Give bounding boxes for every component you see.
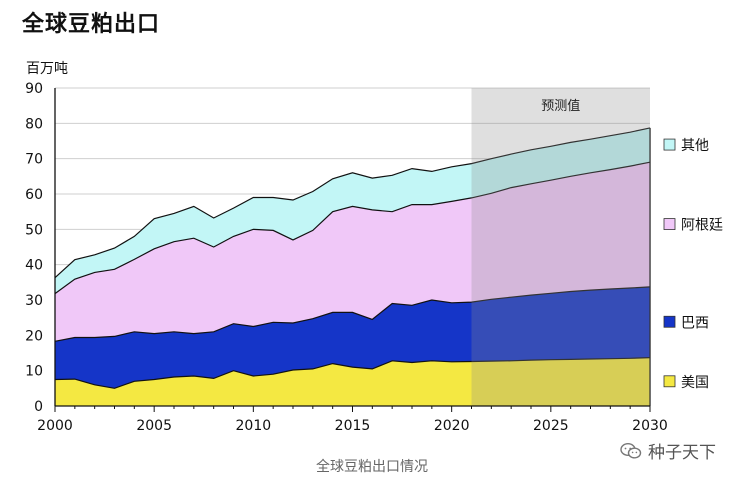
legend-label-其他: 其他 — [681, 138, 709, 154]
x-tick-label-2030: 2030 — [632, 418, 668, 434]
y-tick-label-90: 90 — [25, 81, 43, 97]
series-areas — [54, 127, 651, 406]
x-tick-label-2015: 2015 — [335, 418, 371, 434]
legend-label-美国: 美国 — [681, 375, 709, 391]
x-tick-label-2010: 2010 — [236, 418, 272, 434]
y-tick-label-10: 10 — [25, 364, 43, 380]
watermark-text: 种子天下 — [648, 443, 716, 463]
y-tick-label-70: 70 — [25, 152, 43, 168]
legend-swatch-其他 — [663, 138, 676, 151]
area-其他 — [55, 127, 650, 294]
area-阿根廷 — [55, 162, 650, 342]
x-tick-label-2005: 2005 — [136, 418, 172, 434]
y-tick-label-50: 50 — [25, 222, 43, 238]
y-tick-label-0: 0 — [34, 399, 43, 415]
figure-caption: 全球豆粕出口情况 — [316, 459, 428, 475]
series-line-阿根廷 — [54, 161, 651, 295]
y-tick-label-20: 20 — [25, 328, 43, 344]
y-tick-label-30: 30 — [25, 293, 43, 309]
projection-band: 预测值 — [471, 88, 650, 406]
x-tick-label-2025: 2025 — [533, 418, 569, 434]
area-美国 — [55, 357, 650, 406]
area-巴西 — [55, 286, 650, 389]
watermark: 种子天下 — [620, 438, 716, 463]
legend-swatch-巴西 — [663, 315, 676, 328]
y-axis-label: 百万吨 — [26, 61, 68, 77]
x-tick-label-2020: 2020 — [434, 418, 470, 434]
legend-label-阿根廷: 阿根廷 — [681, 218, 723, 234]
y-tick-label-60: 60 — [25, 187, 43, 203]
legend-label-巴西: 巴西 — [681, 315, 709, 331]
legend-swatch-美国 — [663, 375, 676, 388]
series-line-巴西 — [54, 286, 651, 342]
legend-swatch-阿根廷 — [663, 218, 676, 230]
chart-title: 全球豆粕出口 — [22, 12, 161, 37]
y-tick-label-80: 80 — [25, 116, 43, 132]
y-tick-label-40: 40 — [25, 258, 43, 274]
wechat-icon — [620, 442, 642, 459]
series-line-美国 — [54, 357, 651, 389]
projection-label: 预测值 — [541, 98, 580, 114]
series-line-其他 — [54, 127, 651, 279]
projection-shade — [471, 88, 650, 406]
x-tick-label-2000: 2000 — [37, 418, 73, 434]
